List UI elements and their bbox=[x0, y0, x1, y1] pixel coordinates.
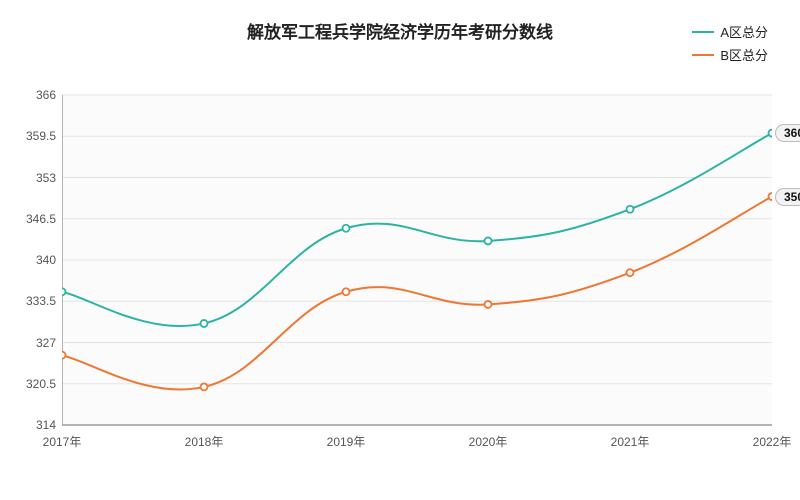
data-point-marker[interactable] bbox=[627, 269, 634, 276]
legend: A区总分 B区总分 bbox=[692, 22, 768, 68]
legend-label: A区总分 bbox=[720, 22, 768, 41]
data-point-marker[interactable] bbox=[343, 288, 350, 295]
y-axis-tick-label: 359.5 bbox=[6, 129, 56, 143]
data-point-marker[interactable] bbox=[201, 320, 208, 327]
data-point-marker[interactable] bbox=[485, 237, 492, 244]
plot-svg bbox=[62, 85, 772, 455]
y-axis-tick-label: 320.5 bbox=[6, 377, 56, 391]
legend-label: B区总分 bbox=[720, 45, 768, 64]
legend-swatch bbox=[692, 31, 714, 33]
legend-item[interactable]: A区总分 bbox=[692, 22, 768, 41]
data-point-marker[interactable] bbox=[62, 288, 66, 295]
data-point-label: 360 bbox=[775, 124, 800, 142]
y-axis-tick-label: 346.5 bbox=[6, 212, 56, 226]
chart-container: 解放军工程兵学院经济学历年考研分数线 A区总分B区总分 314320.53273… bbox=[0, 0, 800, 500]
y-axis-tick-label: 327 bbox=[6, 336, 56, 350]
data-point-label: 350 bbox=[775, 188, 800, 206]
data-point-marker[interactable] bbox=[627, 206, 634, 213]
data-point-marker[interactable] bbox=[769, 193, 773, 200]
plot-area: 314320.5327333.5340346.5353359.53662017年… bbox=[62, 85, 772, 455]
legend-swatch bbox=[692, 54, 714, 56]
data-point-marker[interactable] bbox=[201, 383, 208, 390]
y-axis-tick-label: 333.5 bbox=[6, 294, 56, 308]
data-point-marker[interactable] bbox=[769, 130, 773, 137]
data-point-marker[interactable] bbox=[485, 301, 492, 308]
y-axis-tick-label: 353 bbox=[6, 171, 56, 185]
y-axis-tick-label: 314 bbox=[6, 418, 56, 432]
y-axis-tick-label: 340 bbox=[6, 253, 56, 267]
y-axis-tick-label: 366 bbox=[6, 88, 56, 102]
legend-item[interactable]: B区总分 bbox=[692, 45, 768, 64]
data-point-marker[interactable] bbox=[62, 352, 66, 359]
chart-title: 解放军工程兵学院经济学历年考研分数线 bbox=[247, 18, 553, 43]
data-point-marker[interactable] bbox=[343, 225, 350, 232]
